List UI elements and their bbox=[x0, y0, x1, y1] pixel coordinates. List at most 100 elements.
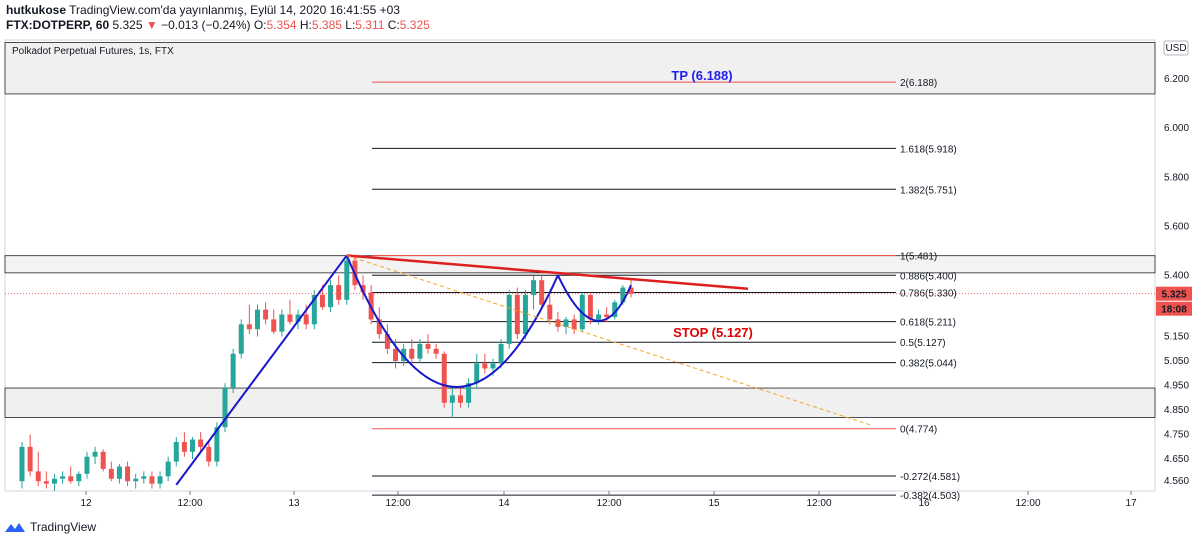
candle-body[interactable] bbox=[173, 441, 179, 462]
candle-body[interactable] bbox=[60, 476, 66, 479]
candle-body[interactable] bbox=[571, 319, 577, 330]
publish-info: hutkukose TradingView.com'da yayınlanmış… bbox=[6, 3, 400, 17]
fib-level-label: -0.382(4.503) bbox=[900, 491, 960, 502]
candle-body[interactable] bbox=[35, 471, 41, 482]
time-tick-label: 15 bbox=[708, 498, 720, 509]
symbol: FTX:DOTPERP, 60 bbox=[6, 18, 110, 32]
candle-body[interactable] bbox=[506, 294, 512, 344]
candle-body[interactable] bbox=[514, 294, 520, 335]
candle-body[interactable] bbox=[417, 343, 423, 359]
candle-body[interactable] bbox=[344, 260, 350, 300]
candle-body[interactable] bbox=[409, 348, 415, 359]
time-tick-label: 12:00 bbox=[177, 498, 202, 509]
candle-body[interactable] bbox=[246, 324, 252, 330]
candle-body[interactable] bbox=[319, 294, 325, 308]
candle-body[interactable] bbox=[531, 280, 537, 295]
candle-body[interactable] bbox=[425, 343, 431, 349]
candle-body[interactable] bbox=[230, 353, 236, 389]
candle-body[interactable] bbox=[474, 363, 480, 384]
candle-body[interactable] bbox=[482, 363, 488, 369]
candle-body[interactable] bbox=[555, 319, 561, 327]
candle-body[interactable] bbox=[19, 446, 25, 482]
time-tick-label: 12:00 bbox=[1015, 498, 1040, 509]
candle-body[interactable] bbox=[596, 314, 602, 320]
candle-body[interactable] bbox=[263, 309, 269, 320]
candle-body[interactable] bbox=[125, 466, 131, 482]
close-label: C: bbox=[387, 18, 400, 32]
candle-body[interactable] bbox=[620, 287, 626, 303]
candle-body[interactable] bbox=[522, 294, 528, 335]
author-name[interactable]: hutkukose bbox=[6, 3, 67, 17]
candle-body[interactable] bbox=[238, 324, 244, 354]
candle-body[interactable] bbox=[604, 314, 610, 317]
time-tick-label: 12:00 bbox=[596, 498, 621, 509]
candle-body[interactable] bbox=[490, 363, 496, 369]
candle-body[interactable] bbox=[108, 468, 114, 479]
candle-body[interactable] bbox=[328, 285, 334, 308]
candle-body[interactable] bbox=[133, 478, 139, 482]
candle-body[interactable] bbox=[466, 383, 472, 403]
candle-body[interactable] bbox=[612, 302, 618, 317]
candle-body[interactable] bbox=[27, 446, 33, 472]
candle-body[interactable] bbox=[393, 348, 399, 362]
candle-body[interactable] bbox=[449, 395, 455, 403]
publish-text: TradingView.com'da yayınlanmış, Eylül 14… bbox=[69, 3, 400, 17]
candle-body[interactable] bbox=[100, 451, 106, 469]
price-tick-label: 5.800 bbox=[1164, 172, 1189, 183]
candle-body[interactable] bbox=[51, 478, 57, 484]
candle-body[interactable] bbox=[547, 304, 553, 320]
candle-body[interactable] bbox=[360, 285, 366, 293]
candle-body[interactable] bbox=[76, 473, 82, 482]
candle-body[interactable] bbox=[441, 353, 447, 403]
price-tick-label: 5.400 bbox=[1164, 270, 1189, 281]
candle-body[interactable] bbox=[254, 309, 260, 330]
candle-body[interactable] bbox=[279, 314, 285, 332]
candle-body[interactable] bbox=[43, 481, 49, 484]
candle-body[interactable] bbox=[222, 388, 228, 428]
candle-body[interactable] bbox=[116, 466, 122, 479]
currency-label: USD bbox=[1165, 43, 1186, 54]
candle-body[interactable] bbox=[384, 334, 390, 349]
handle-curve[interactable] bbox=[557, 274, 632, 322]
chart-title: Polkadot Perpetual Futures, 1s, FTX bbox=[12, 46, 174, 57]
candle-body[interactable] bbox=[311, 294, 317, 325]
candle-body[interactable] bbox=[539, 280, 545, 305]
candle-body[interactable] bbox=[628, 287, 634, 294]
fib-level-label: -0.272(4.581) bbox=[900, 472, 960, 483]
time-badge bbox=[1156, 301, 1192, 316]
candle-body[interactable] bbox=[587, 294, 593, 320]
candle-body[interactable] bbox=[190, 439, 196, 452]
candle-body[interactable] bbox=[214, 427, 220, 462]
uptrend-line[interactable] bbox=[175, 254, 348, 486]
candle-body[interactable] bbox=[157, 476, 163, 484]
fib-level-label: 1.382(5.751) bbox=[900, 185, 957, 196]
candle-body[interactable] bbox=[287, 314, 293, 322]
candle-body[interactable] bbox=[433, 348, 439, 354]
cup-curve[interactable] bbox=[345, 255, 559, 388]
candle-body[interactable] bbox=[92, 451, 98, 457]
candle-body[interactable] bbox=[295, 314, 301, 322]
candle-body[interactable] bbox=[271, 319, 277, 332]
candle-body[interactable] bbox=[68, 476, 74, 482]
candle-body[interactable] bbox=[149, 476, 155, 484]
candle-body[interactable] bbox=[303, 314, 309, 325]
candle-body[interactable] bbox=[206, 446, 212, 462]
currency-button[interactable] bbox=[1163, 40, 1189, 56]
candle-body[interactable] bbox=[181, 441, 187, 452]
candle-body[interactable] bbox=[498, 343, 504, 364]
fib-level-label: 2(6.188) bbox=[900, 78, 937, 89]
last-price-badge bbox=[1156, 286, 1192, 301]
price-tick-label: 4.750 bbox=[1164, 430, 1189, 441]
candle-body[interactable] bbox=[198, 439, 204, 447]
candle-body[interactable] bbox=[141, 476, 147, 479]
tradingview-logo-icon bbox=[5, 523, 25, 532]
candle-body[interactable] bbox=[84, 456, 90, 474]
candle-body[interactable] bbox=[563, 319, 569, 327]
candle-body[interactable] bbox=[336, 285, 342, 300]
candle-body[interactable] bbox=[165, 461, 171, 477]
resistance-trendline[interactable] bbox=[346, 254, 749, 291]
candle-body[interactable] bbox=[376, 319, 382, 335]
candle-body[interactable] bbox=[457, 395, 463, 403]
tradingview-footer[interactable]: TradingView bbox=[4, 520, 96, 534]
